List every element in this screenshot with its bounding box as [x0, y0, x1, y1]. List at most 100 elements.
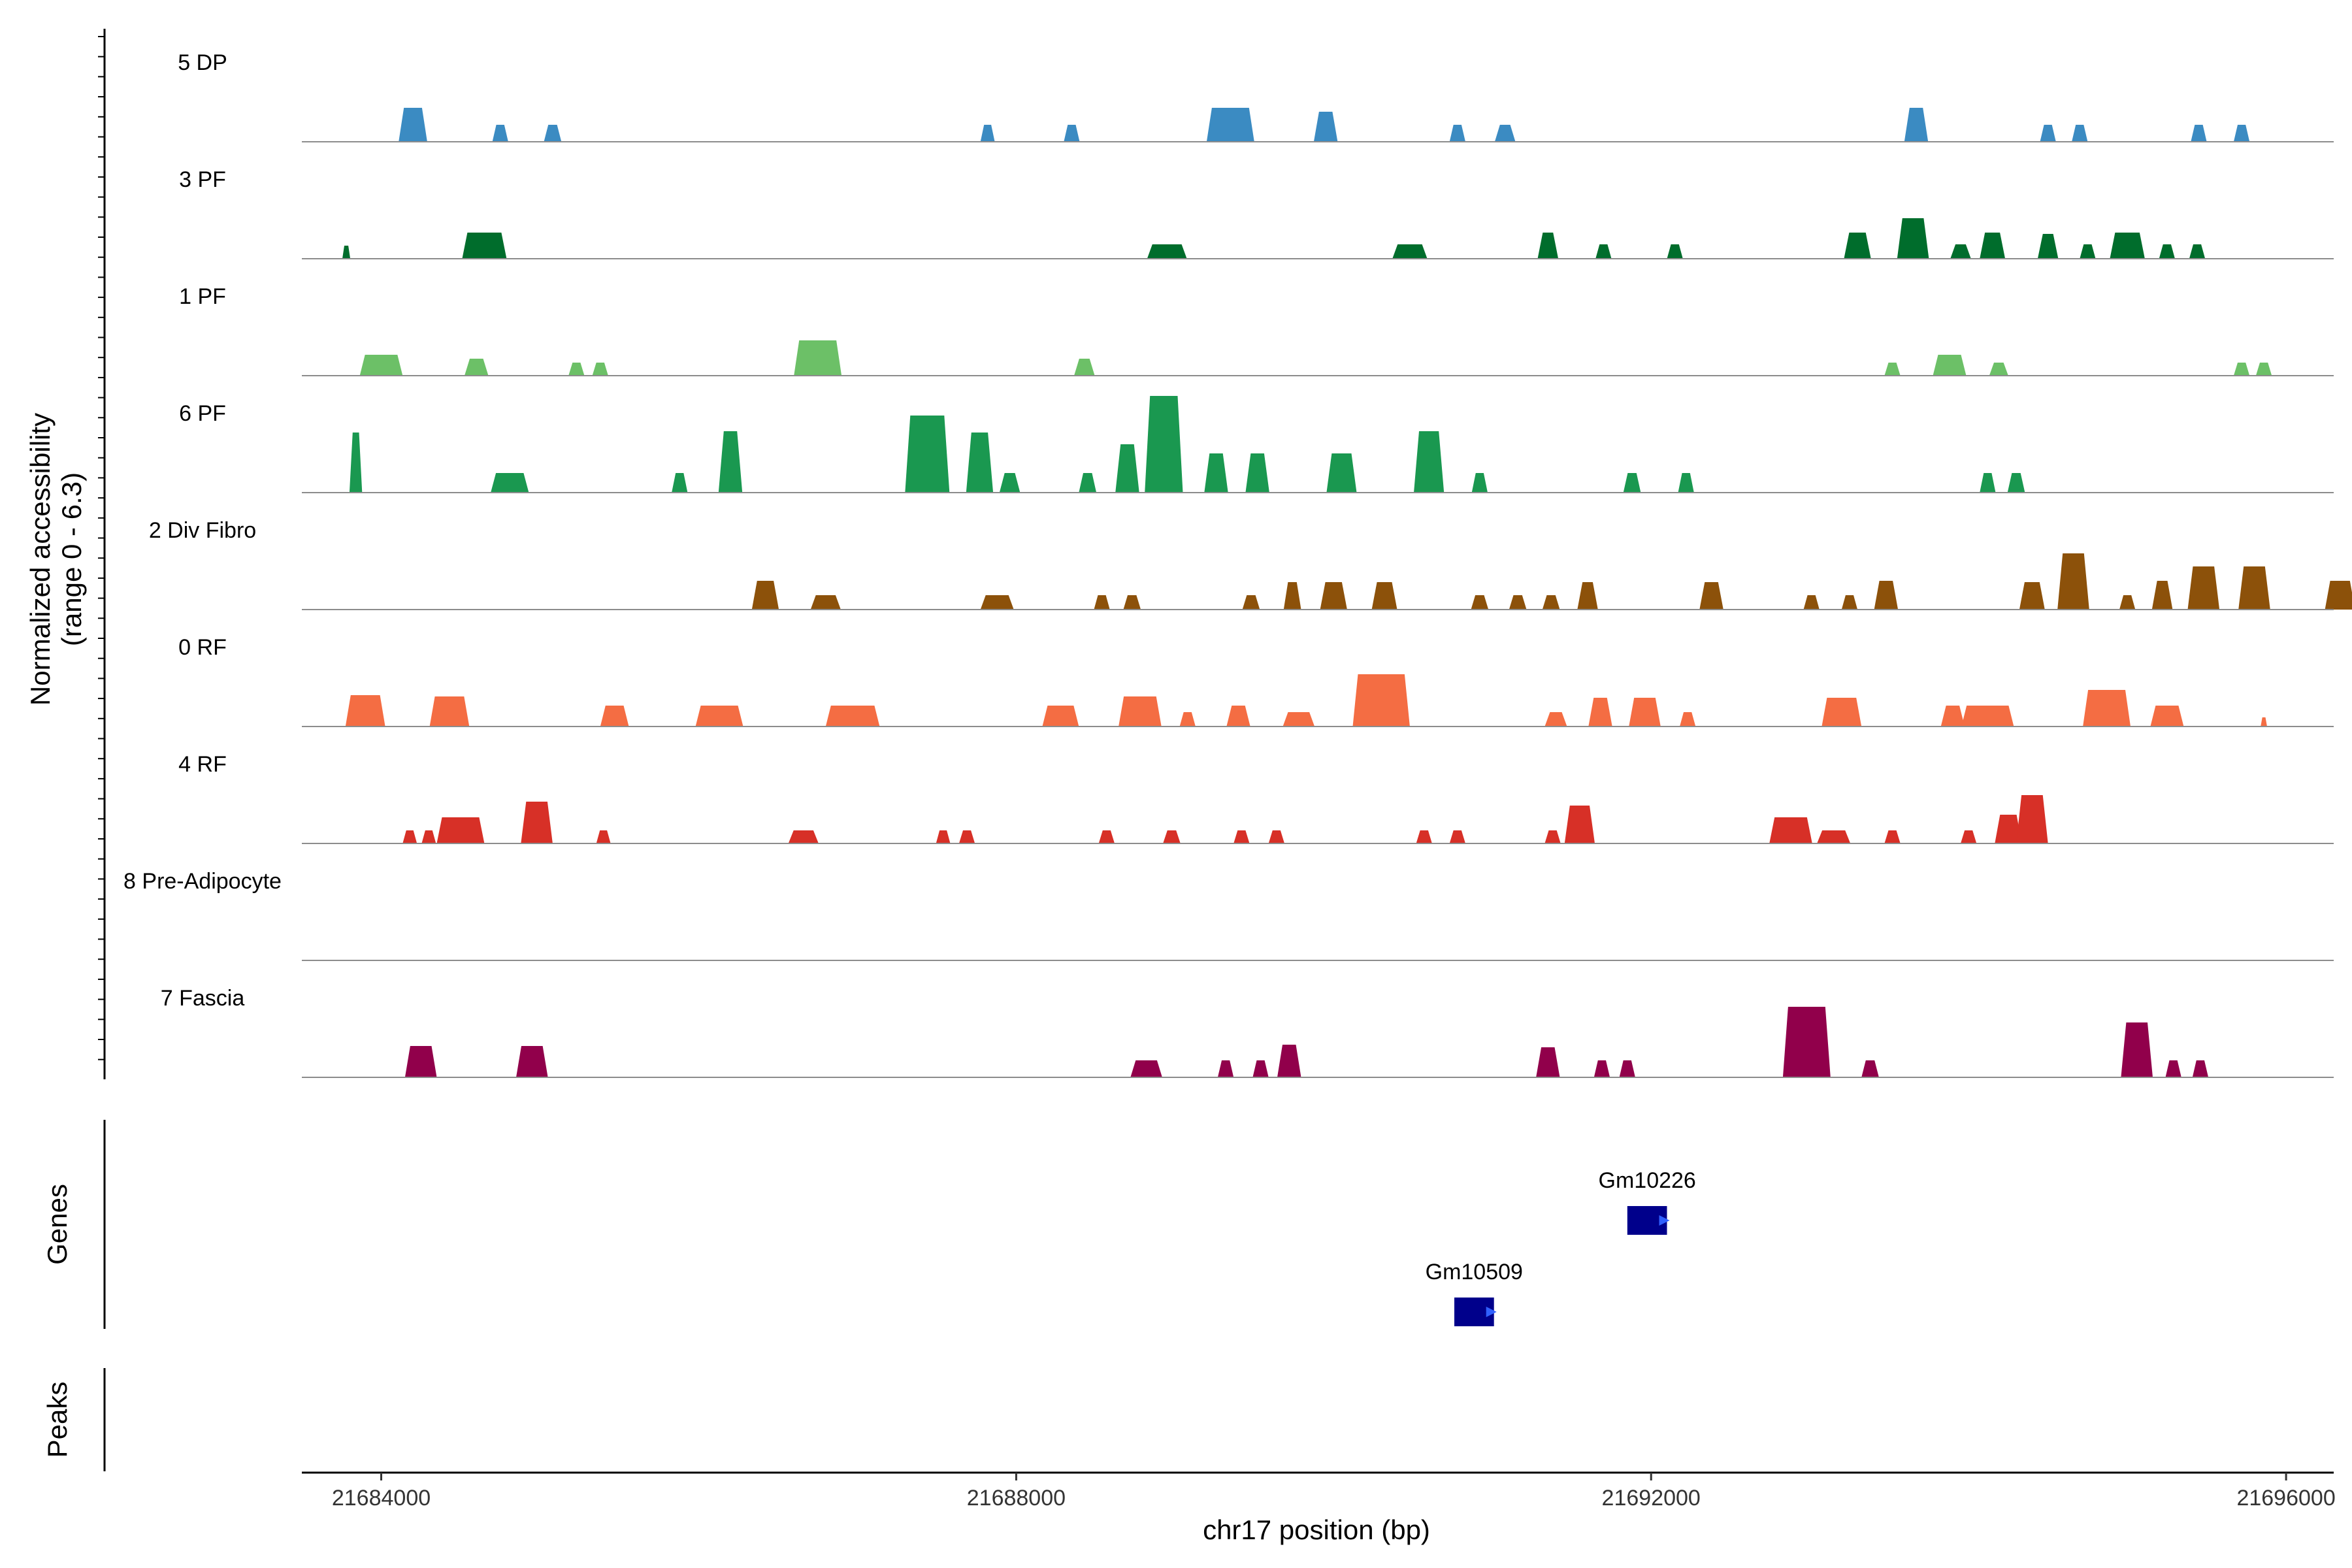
coverage-peak: [1623, 473, 1641, 493]
track-label: 3 PF: [179, 167, 226, 192]
coverage-peak: [1844, 233, 1871, 259]
coverage-peak: [1509, 595, 1527, 610]
coverage-peak: [1416, 830, 1432, 843]
coverage-peak: [1564, 806, 1595, 843]
coverage-peak: [345, 695, 385, 727]
coverage-peak: [1680, 712, 1696, 727]
coverage-peak: [788, 830, 819, 843]
coverage-peak: [2119, 595, 2136, 610]
coverage-peak: [1206, 108, 1254, 142]
coverage-peak: [1544, 712, 1567, 727]
coverage-peak: [1371, 582, 1397, 610]
genes-panel-label: Genes: [42, 1184, 73, 1265]
coverage-peak: [718, 431, 743, 493]
track: 4 RF: [178, 752, 2334, 844]
coverage-peak: [1821, 698, 1862, 727]
coverage-peak: [1145, 396, 1183, 493]
coverage-peak: [958, 830, 975, 843]
track-label: 2 Div Fibro: [149, 518, 256, 543]
track: 5 DP: [178, 50, 2334, 142]
coverage-tracks: 5 DP 3 PF 1 PF 6 PF 2 Div Fibro 0 RF 4 RF 8 Pre…: [123, 50, 2352, 1078]
coverage-peak: [2080, 244, 2096, 259]
coverage-peak: [2233, 363, 2250, 376]
track: 6 PF: [179, 396, 2334, 493]
coverage-peak: [1544, 830, 1561, 843]
track-label: 5 DP: [178, 50, 227, 75]
coverage-peak: [1961, 706, 2014, 727]
coverage-peak: [1252, 1060, 1269, 1077]
coverage-peak: [1841, 595, 1858, 610]
coverage-peak: [1179, 712, 1196, 727]
coverage-peak: [2187, 566, 2220, 610]
coverage-peak: [399, 108, 427, 142]
coverage-peak: [1449, 830, 1465, 843]
coverage-peak: [1678, 473, 1694, 493]
coverage-peak: [1629, 698, 1661, 727]
coverage-peak: [1226, 706, 1250, 727]
coverage-peak: [2261, 717, 2267, 727]
coverage-peak: [1884, 363, 1901, 376]
coverage-peak: [2255, 363, 2272, 376]
coverage-peak: [1980, 473, 1996, 493]
track-label: 8 Pre-Adipocyte: [123, 869, 282, 894]
coverage-peak: [600, 706, 629, 727]
coverage-peak: [1130, 1060, 1162, 1077]
coverage-peak: [695, 706, 743, 727]
coverage-peak: [1313, 112, 1338, 142]
coverage-peak: [1884, 830, 1901, 843]
coverage-peak: [1961, 830, 1977, 843]
coverage-peak: [1874, 581, 1899, 610]
coverage-peak: [2238, 566, 2270, 610]
coverage-peak: [436, 817, 485, 843]
coverage-peak: [1536, 1047, 1560, 1077]
coverage-peak: [1577, 582, 1598, 610]
coverage-peak: [1940, 706, 1965, 727]
coverage-peak: [596, 830, 611, 843]
coverage-peak: [2189, 244, 2206, 259]
coverage-peak: [999, 473, 1021, 493]
coverage-peak: [1242, 595, 1260, 610]
coverage-peak: [2151, 581, 2173, 610]
coverage-peak: [1414, 431, 1445, 493]
coverage-peak: [492, 125, 508, 142]
coverage-peak: [2121, 1022, 2153, 1077]
coverage-peak: [1119, 696, 1162, 727]
coverage-peak: [568, 363, 585, 376]
coverage-y-axis: [98, 29, 106, 1079]
coverage-peak: [966, 433, 994, 493]
coverage-peak: [751, 581, 779, 610]
coverage-peak: [2072, 125, 2088, 142]
coverage-peak: [1803, 595, 1820, 610]
coverage-peak: [1283, 582, 1301, 610]
coverage-peak: [2325, 581, 2352, 610]
coverage-peak: [1204, 453, 1228, 493]
track: 2 Div Fibro: [149, 518, 2352, 610]
coverage-peak: [1471, 473, 1488, 493]
x-axis: 21684000 21688000 21692000 21696000: [302, 1471, 2336, 1511]
x-tick-label: 21684000: [332, 1486, 431, 1511]
coverage-peak: [429, 696, 470, 727]
gene-strand-arrow: [1659, 1215, 1670, 1226]
coverage-peak: [1995, 815, 2022, 843]
track-label: 7 Fascia: [161, 986, 245, 1011]
track-label: 6 PF: [179, 401, 226, 426]
coverage-peak: [1147, 244, 1187, 259]
coverage-peak: [2019, 582, 2045, 610]
coverage-peak: [1817, 830, 1851, 843]
coverage-peak: [1933, 355, 1967, 376]
coverage-peak: [825, 706, 880, 727]
coverage-peak: [1471, 595, 1489, 610]
y-axis-title-line2: (range 0 - 6.3): [56, 472, 87, 646]
coverage-peak: [2007, 473, 2025, 493]
coverage-peak: [1619, 1060, 1635, 1077]
y-axis-title-line1: Normalized accessibility: [25, 413, 56, 706]
coverage-peak: [2165, 1060, 2181, 1077]
coverage-peak: [1098, 830, 1115, 843]
coverage-peak: [672, 473, 688, 493]
coverage-peak: [2159, 244, 2175, 259]
coverage-peak: [1537, 233, 1559, 259]
coverage-peak: [1595, 244, 1612, 259]
coverage-peak: [491, 473, 529, 493]
coverage-peak: [1950, 244, 1971, 259]
